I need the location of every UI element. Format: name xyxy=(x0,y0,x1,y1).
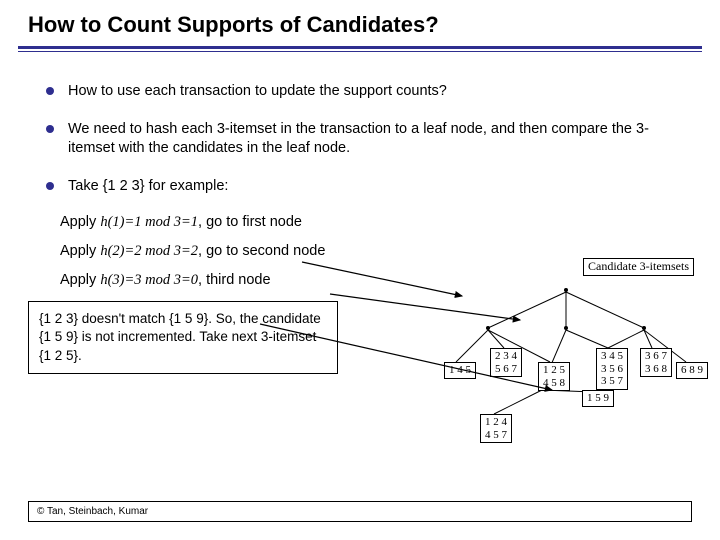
bullet-2: We need to hash each 3-itemset in the tr… xyxy=(46,120,690,159)
bullet-icon xyxy=(46,182,54,190)
bullet-3: Take {1 2 3} for example: xyxy=(46,177,690,197)
apply-2-pre: Apply xyxy=(60,243,100,259)
bullet-icon xyxy=(46,125,54,133)
tree-root-dot xyxy=(564,288,568,292)
tree-leaf: 1 2 4 4 5 7 xyxy=(480,414,512,443)
diagram-header-box: Candidate 3-itemsets xyxy=(583,258,694,276)
apply-3-formula: h(3)=3 mod 3=0 xyxy=(100,272,198,288)
tree-leaf: 1 5 9 xyxy=(582,390,614,407)
tree-internal-dot xyxy=(486,326,490,330)
apply-2-formula: h(2)=2 mod 3=2 xyxy=(100,243,198,259)
apply-3-pre: Apply xyxy=(60,272,100,288)
hash-tree-diagram: Candidate 3-itemsets 1 4 5 2 3 4 5 6 7 1 2… xyxy=(438,258,698,468)
apply-2-post: , go to second node xyxy=(198,243,325,259)
footer-credit: © Tan, Steinbach, Kumar xyxy=(28,501,692,522)
page-title: How to Count Supports of Candidates? xyxy=(0,0,720,46)
info-box: {1 2 3} doesn't match {1 5 9}. So, the c… xyxy=(28,301,338,374)
tree-internal-dot xyxy=(642,326,646,330)
title-underline-thick xyxy=(18,46,702,49)
tree-leaf: 3 4 5 3 5 6 3 5 7 xyxy=(596,348,628,390)
tree-internal-dot xyxy=(564,326,568,330)
bullet-1-text: How to use each transaction to update th… xyxy=(68,82,447,102)
bullet-icon xyxy=(46,87,54,95)
tree-leaf: 3 6 7 3 6 8 xyxy=(640,348,672,377)
apply-1-post: , go to first node xyxy=(198,214,302,230)
apply-line-1: Apply h(1)=1 mod 3=1, go to first node xyxy=(60,214,690,231)
tree-leaf: 1 2 5 4 5 8 xyxy=(538,362,570,391)
apply-1-pre: Apply xyxy=(60,214,100,230)
bullet-3-text: Take {1 2 3} for example: xyxy=(68,177,228,197)
bullet-2-text: We need to hash each 3-itemset in the tr… xyxy=(68,120,690,159)
apply-1-formula: h(1)=1 mod 3=1 xyxy=(100,214,198,230)
tree-leaf: 1 4 5 xyxy=(444,362,476,379)
apply-3-post: , third node xyxy=(198,272,271,288)
tree-leaf: 6 8 9 xyxy=(676,362,708,379)
bullet-1: How to use each transaction to update th… xyxy=(46,82,690,102)
tree-leaf: 2 3 4 5 6 7 xyxy=(490,348,522,377)
